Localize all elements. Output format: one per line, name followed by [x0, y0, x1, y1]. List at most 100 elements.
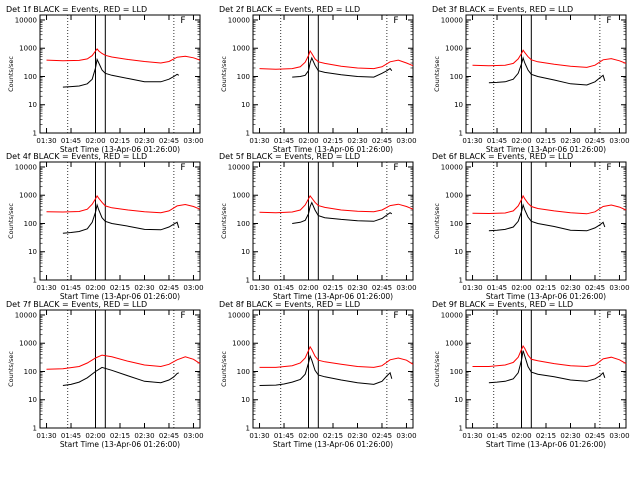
x-tick-label: 02:15	[323, 137, 343, 145]
x-tick-label: 03:00	[183, 432, 203, 440]
y-tick-label: 10000	[441, 163, 463, 171]
series-line-lld	[46, 48, 201, 64]
x-tick-label: 02:45	[159, 284, 179, 292]
x-tick-label: 02:00	[511, 432, 531, 440]
x-axis-label: Start Time (13-Apr-06 01:26:00)	[273, 292, 393, 301]
x-tick-label: 03:00	[609, 284, 629, 292]
y-axis-label: Counts/sec	[7, 351, 15, 387]
x-axis-label: Start Time (13-Apr-06 01:26:00)	[273, 145, 393, 154]
x-tick-label: 03:00	[183, 284, 203, 292]
x-axis-label: Start Time (13-Apr-06 01:26:00)	[486, 440, 606, 449]
detector-panel-9: Det 9f BLACK = Events, RED = LLD 1 10 100 10…	[432, 300, 630, 449]
x-tick-label: 02:15	[110, 432, 130, 440]
y-tick-label: 100	[24, 368, 37, 376]
y-tick-label: 10	[241, 396, 250, 404]
series-line-events	[62, 57, 180, 88]
x-tick-label: 02:45	[372, 137, 392, 145]
x-tick-label: 01:30	[249, 284, 269, 292]
panel-title: Det 1f BLACK = Events, RED = LLD	[6, 5, 147, 14]
x-tick-label: 01:45	[61, 432, 81, 440]
panel-title: Det 8f BLACK = Events, RED = LLD	[219, 300, 360, 309]
y-axis-label: Counts/sec	[220, 351, 228, 387]
y-axis-label: Counts/sec	[7, 203, 15, 239]
series-line-events	[62, 366, 179, 386]
x-tick-label: 01:30	[462, 432, 482, 440]
y-tick-label: 1	[33, 130, 37, 138]
x-tick-label: 02:00	[298, 432, 318, 440]
x-tick-label: 02:00	[298, 284, 318, 292]
y-tick-label: 10	[28, 248, 37, 256]
x-tick-label: 02:30	[560, 432, 580, 440]
series-line-events	[292, 56, 393, 78]
y-tick-label: 10000	[441, 311, 463, 319]
y-tick-label: 10	[241, 248, 250, 256]
y-tick-label: 100	[450, 368, 463, 376]
flag-label: F	[606, 16, 611, 26]
y-axis-label: Counts/sec	[220, 56, 228, 92]
series-line-events	[488, 350, 606, 384]
x-tick-label: 02:45	[372, 284, 392, 292]
x-axis-label: Start Time (13-Apr-06 01:26:00)	[486, 292, 606, 301]
detector-panel-1: Det 1f BLACK = Events, RED = LLD 1 10 100 10…	[6, 5, 204, 154]
panel-title: Det 9f BLACK = Events, RED = LLD	[432, 300, 573, 309]
y-tick-label: 1	[246, 277, 250, 285]
x-axis-label: Start Time (13-Apr-06 01:26:00)	[60, 145, 180, 154]
x-tick-label: 02:30	[347, 432, 367, 440]
y-tick-label: 10000	[15, 16, 37, 24]
y-tick-label: 1	[33, 277, 37, 285]
x-tick-label: 01:30	[36, 284, 56, 292]
series-line-events	[62, 203, 180, 234]
x-tick-label: 01:30	[462, 284, 482, 292]
x-tick-label: 02:45	[585, 284, 605, 292]
x-tick-label: 03:00	[396, 432, 416, 440]
x-tick-label: 01:45	[274, 432, 294, 440]
x-tick-label: 01:30	[249, 137, 269, 145]
x-tick-label: 02:15	[536, 137, 556, 145]
y-tick-label: 10000	[15, 311, 37, 319]
series-line-lld	[259, 195, 414, 214]
detector-panel-7: Det 7f BLACK = Events, RED = LLD 1 10 100 10…	[6, 300, 204, 449]
y-tick-label: 1	[459, 277, 463, 285]
series-line-events	[488, 56, 606, 86]
y-tick-label: 100	[237, 73, 250, 81]
x-tick-label: 02:15	[536, 432, 556, 440]
x-tick-label: 02:45	[585, 432, 605, 440]
plot-frame	[465, 161, 627, 281]
y-tick-label: 10	[28, 396, 37, 404]
y-tick-label: 1	[246, 425, 250, 433]
y-tick-label: 10000	[15, 163, 37, 171]
y-tick-label: 1	[246, 130, 250, 138]
panel-title: Det 5f BLACK = Events, RED = LLD	[219, 152, 360, 161]
panel-title: Det 4f BLACK = Events, RED = LLD	[6, 152, 147, 161]
x-tick-label: 03:00	[183, 137, 203, 145]
x-tick-label: 02:00	[298, 137, 318, 145]
y-tick-label: 100	[237, 368, 250, 376]
series-line-lld	[259, 49, 414, 70]
x-tick-label: 02:45	[585, 137, 605, 145]
plot-frame	[252, 161, 414, 281]
series-line-lld	[46, 194, 201, 214]
y-tick-label: 1000	[445, 45, 463, 53]
y-tick-label: 1000	[19, 192, 37, 200]
x-tick-label: 02:30	[560, 284, 580, 292]
y-tick-label: 10000	[228, 311, 250, 319]
x-tick-label: 02:15	[323, 284, 343, 292]
x-tick-label: 02:15	[323, 432, 343, 440]
y-axis-label: Counts/sec	[433, 203, 441, 239]
y-axis-label: Counts/sec	[220, 203, 228, 239]
x-axis-label: Start Time (13-Apr-06 01:26:00)	[60, 292, 180, 301]
x-tick-label: 03:00	[609, 432, 629, 440]
y-tick-label: 1000	[232, 192, 250, 200]
y-tick-label: 1	[459, 425, 463, 433]
y-tick-label: 10	[454, 396, 463, 404]
y-tick-label: 100	[450, 220, 463, 228]
y-tick-label: 10	[241, 101, 250, 109]
flag-label: F	[180, 163, 185, 173]
flag-label: F	[606, 311, 611, 321]
y-tick-label: 100	[24, 73, 37, 81]
x-tick-label: 02:15	[110, 137, 130, 145]
x-tick-label: 01:45	[274, 137, 294, 145]
x-tick-label: 02:30	[347, 137, 367, 145]
y-tick-label: 1000	[445, 192, 463, 200]
